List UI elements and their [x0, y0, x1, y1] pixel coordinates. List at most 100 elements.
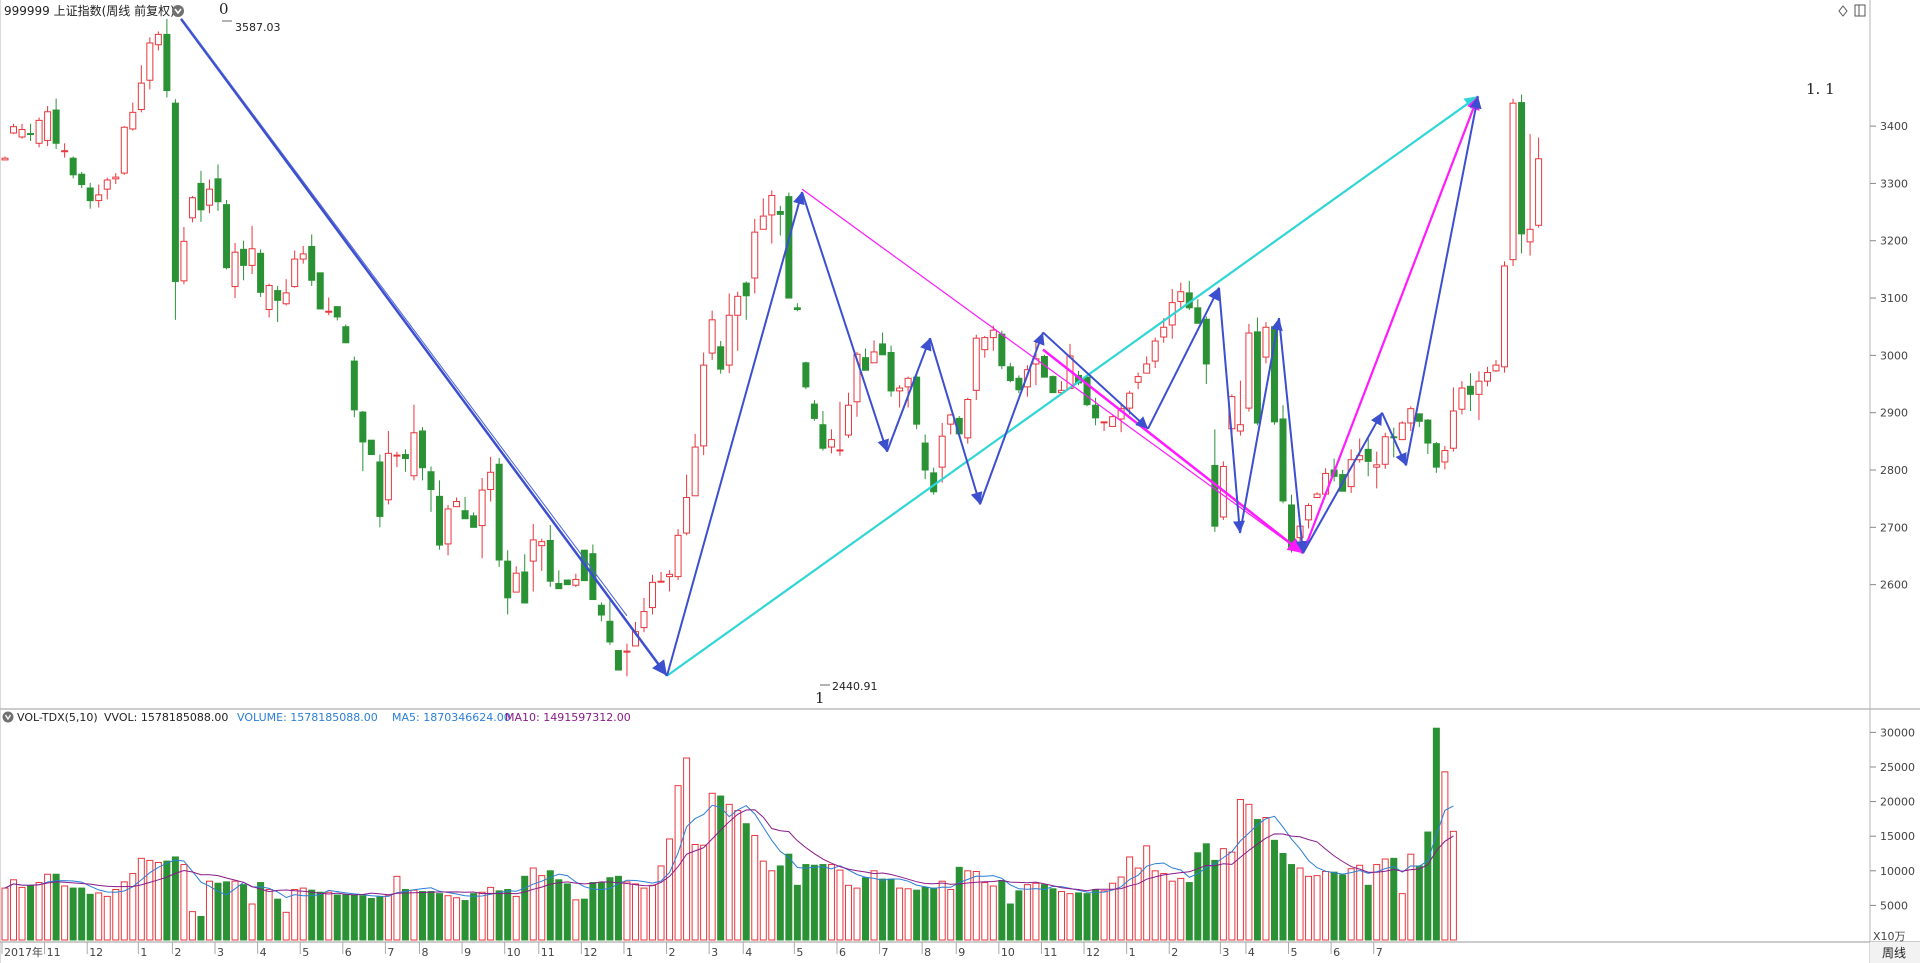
volume-tick-label: 30000	[1880, 726, 1915, 739]
volume-bar	[759, 860, 767, 941]
volume-bar	[171, 856, 179, 941]
volume-bar	[1185, 882, 1193, 941]
decline-0-1-line	[179, 18, 669, 677]
wave-segment	[1405, 96, 1482, 466]
candle-body	[683, 497, 691, 534]
candle-body	[95, 194, 103, 202]
candle-body	[52, 109, 60, 144]
volume-bar	[137, 857, 145, 941]
volume-bar	[1296, 867, 1304, 941]
candle-body	[1109, 416, 1117, 427]
period-label[interactable]: 周线	[1882, 946, 1906, 960]
volume-bar	[700, 844, 708, 941]
candle-body	[1211, 464, 1219, 527]
candle-body	[223, 204, 231, 269]
candle-body	[1407, 408, 1415, 424]
volume-bar	[27, 885, 35, 941]
candle-body	[1432, 443, 1440, 468]
volume-bar	[197, 915, 205, 941]
candle-body	[78, 173, 86, 186]
candle-body	[1415, 413, 1423, 422]
time-x-axis: 2017年 11 12 1 2 3 4 5 6 7 8 9 10 11 12 1 2 3 4 5 6 7 8 9 10 11 12 1…	[1, 942, 1383, 959]
price-tick-label: 2800	[1880, 464, 1908, 477]
candle-body	[921, 442, 929, 471]
wave-segment	[1302, 412, 1383, 554]
candle-body	[1424, 419, 1432, 444]
wave-segment	[929, 337, 983, 505]
x-tick-label: 11	[47, 946, 61, 959]
low-price-label: 2440.91	[832, 680, 878, 693]
volume-bar	[1390, 857, 1398, 941]
candle-body	[1381, 436, 1389, 465]
volume-bar	[282, 911, 290, 941]
wave-segment	[1278, 318, 1308, 554]
wave-segment	[801, 191, 889, 452]
volume-bar	[947, 888, 955, 941]
symbol-title[interactable]: 999999 上证指数(周线 前复权)	[4, 3, 175, 18]
candle-body	[1475, 380, 1483, 395]
volume-bar	[844, 884, 852, 941]
volume-bar	[61, 885, 69, 941]
candle-body	[768, 194, 776, 216]
wave-label-0: 0	[219, 0, 229, 18]
candle-body	[938, 435, 946, 468]
ma10-line	[4, 809, 1454, 896]
x-tick-label: 12	[89, 946, 103, 959]
candle-body	[27, 133, 35, 136]
panel-toggle-icon[interactable]	[1854, 4, 1866, 17]
candle-body	[836, 449, 844, 452]
candle-body	[512, 572, 520, 593]
volume-bar	[333, 894, 341, 941]
candle-body	[61, 150, 69, 153]
candle-body	[453, 501, 461, 508]
x-tick-label: 11	[1043, 946, 1057, 959]
volume-bar	[862, 877, 870, 941]
volume-bar	[836, 869, 844, 941]
volume-bar	[10, 879, 18, 941]
candle-body	[1398, 422, 1406, 441]
volume-bar	[1245, 803, 1253, 941]
candle-body	[1236, 424, 1244, 432]
volume-bar	[95, 892, 103, 941]
volume-bar	[819, 864, 827, 941]
candle-body	[197, 182, 205, 211]
x-tick-label: 10	[507, 946, 521, 959]
candle-body	[444, 508, 452, 545]
volume-bar	[1330, 871, 1338, 941]
ma5-readout: MA5: 1870346624.00	[392, 711, 511, 724]
volume-bar	[120, 881, 128, 941]
volume-indicator-name[interactable]: VOL-TDX(5,10)	[17, 711, 98, 724]
volume-bar	[44, 873, 52, 941]
candle-body	[1160, 326, 1168, 338]
x-tick-label: 2	[669, 946, 676, 959]
candle-body	[964, 399, 972, 439]
wave-segment	[1218, 287, 1245, 534]
candle-body	[913, 376, 921, 425]
diamond-icon[interactable]	[1838, 5, 1848, 17]
chevron-down-icon[interactable]	[2, 711, 14, 723]
candle-body	[1466, 385, 1474, 395]
x-tick-label: 6	[345, 946, 352, 959]
volume-bar	[887, 878, 895, 941]
candle-body	[606, 620, 614, 643]
volume-bar	[1057, 891, 1065, 941]
x-tick-label: 9	[958, 946, 965, 959]
x-tick-label: 7	[387, 946, 394, 959]
candle-body	[384, 452, 392, 501]
candle-body	[120, 126, 128, 174]
volume-bar	[470, 893, 478, 941]
chevron-down-icon[interactable]	[172, 5, 184, 17]
x-tick-label: 12	[1086, 946, 1100, 959]
magenta-top-line	[801, 188, 1304, 554]
volume-bar	[1356, 864, 1364, 941]
candle-body	[316, 272, 324, 310]
candle-body	[725, 314, 733, 366]
x-tick-label: 2	[174, 946, 181, 959]
candle-body	[1015, 377, 1023, 391]
candle-body	[1441, 450, 1449, 463]
magenta-lower-line	[1042, 348, 1304, 555]
candle-body	[657, 580, 665, 583]
candle-body	[367, 439, 375, 456]
candle-body	[521, 571, 529, 604]
